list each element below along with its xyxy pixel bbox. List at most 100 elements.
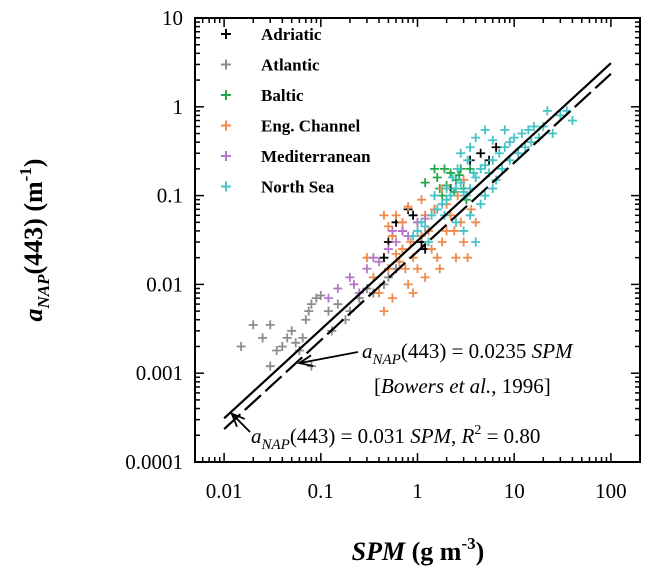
legend: Adriatic Atlantic Baltic Eng. Channel Medite… bbox=[221, 25, 371, 197]
data-point bbox=[548, 129, 558, 139]
data-point bbox=[567, 116, 577, 126]
y-axis-title: aNAP(443) (m-1) bbox=[16, 159, 53, 322]
data-point bbox=[432, 172, 442, 182]
legend-marker bbox=[221, 29, 231, 39]
data-point bbox=[471, 133, 481, 143]
data-point bbox=[437, 199, 447, 209]
data-point bbox=[298, 333, 308, 343]
x-tick-label: 1 bbox=[412, 479, 423, 503]
legend-marker bbox=[221, 120, 231, 131]
data-point bbox=[542, 106, 552, 116]
data-point bbox=[272, 346, 282, 356]
data-point bbox=[449, 226, 459, 236]
data-point bbox=[323, 306, 333, 316]
data-point bbox=[323, 293, 333, 303]
data-point bbox=[420, 178, 430, 188]
data-point bbox=[387, 293, 397, 303]
data-point bbox=[480, 191, 490, 201]
data-point bbox=[500, 142, 510, 152]
legend-label: Baltic bbox=[261, 86, 304, 105]
data-point bbox=[291, 338, 301, 348]
data-point bbox=[248, 320, 258, 330]
fit-line-bowers bbox=[223, 73, 612, 430]
data-point bbox=[466, 204, 476, 214]
data-point bbox=[488, 184, 498, 194]
data-point bbox=[471, 217, 481, 227]
data-point bbox=[480, 160, 490, 170]
annotation-fit-text: aNAP(443) = 0.031 SPM, R2 = 0.80 bbox=[251, 423, 540, 453]
data-point bbox=[387, 226, 397, 236]
data-point bbox=[403, 279, 413, 289]
data-point bbox=[398, 244, 408, 254]
data-point bbox=[488, 155, 498, 165]
tick-labels: 0.01 0.1 1 10 100 0.0001 0.001 0.01 0.1 1 10 bbox=[125, 6, 626, 503]
data-point bbox=[368, 253, 378, 263]
data-point bbox=[383, 272, 393, 282]
data-point bbox=[413, 264, 422, 274]
data-point bbox=[391, 210, 401, 220]
data-points bbox=[236, 106, 577, 371]
annotation-fit-arrowhead bbox=[230, 412, 246, 428]
data-point bbox=[413, 226, 422, 236]
data-point bbox=[408, 231, 418, 241]
data-point bbox=[349, 279, 359, 289]
data-point bbox=[427, 210, 437, 220]
data-point bbox=[513, 148, 523, 158]
data-point bbox=[469, 168, 479, 178]
data-point bbox=[265, 320, 275, 330]
data-point bbox=[374, 257, 384, 267]
data-point bbox=[447, 172, 457, 182]
data-point bbox=[430, 164, 440, 174]
data-point bbox=[403, 202, 413, 212]
data-point bbox=[437, 237, 447, 247]
data-point bbox=[463, 253, 473, 263]
legend-marker bbox=[221, 151, 231, 161]
data-point bbox=[500, 125, 510, 135]
data-point bbox=[451, 217, 461, 227]
data-point bbox=[424, 237, 434, 247]
data-point bbox=[451, 253, 461, 263]
fit-lines bbox=[223, 62, 612, 430]
annotation-bowers-line1: aNAP(443) = 0.0235 SPM bbox=[362, 339, 574, 368]
data-point bbox=[497, 164, 507, 174]
data-point bbox=[379, 306, 389, 316]
data-point bbox=[398, 217, 408, 227]
data-point bbox=[456, 148, 466, 158]
legend-label: Atlantic bbox=[261, 56, 320, 75]
annotation-bowers: aNAP(443) = 0.0235 SPM [Bowers et al., 1… bbox=[297, 339, 574, 398]
data-point bbox=[400, 264, 410, 274]
data-point bbox=[471, 172, 481, 182]
fit-line-regression bbox=[223, 62, 612, 420]
data-point bbox=[520, 142, 530, 152]
data-point bbox=[379, 210, 389, 220]
data-point bbox=[432, 204, 442, 214]
data-point bbox=[446, 168, 456, 178]
data-point bbox=[526, 137, 536, 147]
data-point bbox=[494, 148, 504, 158]
data-point bbox=[488, 135, 498, 145]
data-point bbox=[420, 272, 430, 282]
data-point bbox=[465, 142, 475, 152]
legend-label: Mediterranean bbox=[261, 147, 371, 166]
data-point bbox=[439, 164, 449, 174]
data-point bbox=[282, 333, 292, 343]
data-point bbox=[430, 191, 440, 201]
data-point bbox=[383, 221, 393, 231]
data-point bbox=[509, 133, 519, 143]
data-point bbox=[459, 226, 469, 236]
data-point bbox=[517, 129, 527, 139]
data-point bbox=[465, 210, 475, 220]
y-tick-label: 10 bbox=[162, 6, 183, 30]
data-point bbox=[427, 244, 437, 254]
data-point bbox=[316, 290, 326, 300]
axis-ticks bbox=[194, 17, 641, 463]
data-point bbox=[432, 253, 442, 263]
data-point bbox=[306, 299, 316, 309]
data-point bbox=[480, 125, 490, 135]
data-point bbox=[304, 306, 314, 316]
data-point bbox=[442, 195, 452, 205]
data-point bbox=[258, 333, 268, 343]
x-tick-label: 0.1 bbox=[308, 479, 334, 503]
data-point bbox=[398, 226, 408, 236]
